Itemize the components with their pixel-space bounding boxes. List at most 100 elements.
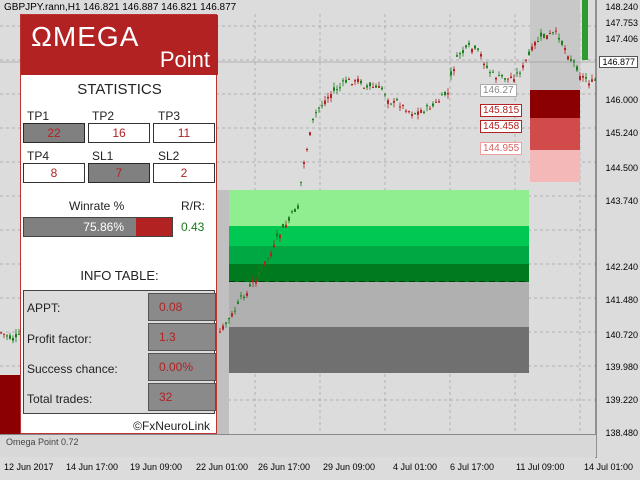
candle-body — [444, 91, 446, 96]
info-row-label: APPT: — [27, 301, 61, 315]
candle-body — [450, 71, 452, 76]
candle-body — [438, 101, 440, 103]
right-zone-red — [530, 118, 580, 150]
price-tick: 146.000 — [605, 95, 638, 105]
candle-body — [498, 75, 500, 77]
candle-body — [579, 75, 581, 80]
price-tick: 142.240 — [605, 262, 638, 272]
winrate-bar-fill — [24, 218, 137, 236]
time-tick: 14 Jul 01:00 — [584, 462, 634, 472]
candle-body — [504, 78, 506, 80]
candle-body — [249, 284, 251, 287]
candle-body — [567, 56, 569, 60]
price-tick: 139.220 — [605, 395, 638, 405]
time-tick: 26 Jun 17:00 — [258, 462, 311, 472]
zone-sl-light — [229, 282, 529, 327]
price-tick: 148.240 — [605, 2, 638, 12]
candle-body — [585, 77, 587, 79]
candle-body — [591, 79, 593, 82]
level-label-d: 144.955 — [480, 142, 523, 155]
candle-body — [348, 78, 350, 80]
statistics-title: STATISTICS — [77, 81, 162, 98]
candle-body — [237, 301, 239, 304]
candle-body — [411, 114, 413, 117]
candle-body — [414, 113, 416, 115]
winrate-label: Winrate % — [69, 199, 125, 213]
candle-body — [222, 325, 224, 330]
candle-body — [375, 85, 377, 88]
candle-body — [540, 32, 542, 37]
left-zone — [0, 375, 20, 435]
candle-body — [546, 35, 548, 40]
time-tick: 19 Jun 09:00 — [130, 462, 183, 472]
candle-body — [231, 313, 233, 317]
sl2-value: 2 — [153, 163, 215, 183]
candle-body — [432, 103, 434, 107]
candle-body — [465, 45, 467, 48]
tp3-label: TP3 — [158, 109, 181, 123]
indicator-subwindow[interactable] — [0, 434, 596, 457]
candle-body — [3, 333, 5, 335]
price-axis-background — [596, 0, 640, 458]
right-zone-grey — [530, 0, 580, 90]
candle-body — [6, 335, 8, 337]
candle-body — [462, 50, 464, 54]
candle-body — [297, 205, 299, 209]
candle-body — [507, 78, 509, 80]
candle-body — [294, 209, 296, 212]
zone-tp-dark — [229, 264, 529, 282]
candle-body — [489, 72, 491, 74]
candle-body — [315, 112, 317, 114]
info-row-label: Profit factor: — [27, 332, 92, 346]
candle-body — [261, 267, 263, 269]
candle-body — [423, 111, 425, 113]
candle-body — [534, 41, 536, 46]
info-row-label: Success chance: — [27, 362, 118, 376]
candle-body — [555, 30, 557, 32]
price-tick: 143.740 — [605, 196, 638, 206]
rr-value: 0.43 — [181, 220, 205, 234]
candle-body — [9, 335, 11, 339]
right-zone-red-dark — [530, 90, 580, 118]
candle-body — [390, 103, 392, 105]
info-row-value: 32 — [148, 383, 216, 411]
candle-body — [303, 162, 305, 165]
time-tick: 4 Jul 01:00 — [393, 462, 438, 472]
candle-body — [282, 224, 284, 228]
candle-body — [582, 76, 584, 78]
candle-body — [516, 72, 518, 74]
candle-body — [402, 104, 404, 106]
candle-body — [240, 295, 242, 297]
price-tick: 147.406 — [605, 34, 638, 44]
current-price-label: 146.877 — [599, 56, 638, 68]
candle-body — [219, 331, 221, 333]
candle-body — [339, 87, 341, 89]
candle-body — [381, 87, 383, 90]
candle-body — [480, 53, 482, 57]
candle-body — [336, 89, 338, 91]
candle-body — [351, 83, 353, 85]
candle-body — [474, 45, 476, 49]
candle-body — [372, 87, 374, 89]
zone-tp — [229, 226, 529, 246]
price-tick: 145.240 — [605, 128, 638, 138]
candle-body — [408, 111, 410, 113]
candle-body — [279, 234, 281, 238]
candle-body — [369, 82, 371, 87]
candle-body — [501, 74, 503, 77]
info-row-value: 0.08 — [148, 293, 216, 321]
logo-point-text: Point — [159, 47, 210, 72]
price-tick: 138.480 — [605, 428, 638, 438]
logo-omega-text: ΩMEGA — [31, 21, 140, 52]
winrate-bar: 75.86% — [23, 217, 173, 237]
candle-body — [360, 80, 362, 84]
price-tick: 141.480 — [605, 295, 638, 305]
candle-body — [537, 41, 539, 43]
candle-body — [225, 322, 227, 324]
candle-body — [306, 148, 308, 151]
candle-body — [378, 85, 380, 88]
price-tick: 140.720 — [605, 330, 638, 340]
candle-body — [522, 65, 524, 68]
candle-body — [558, 37, 560, 40]
